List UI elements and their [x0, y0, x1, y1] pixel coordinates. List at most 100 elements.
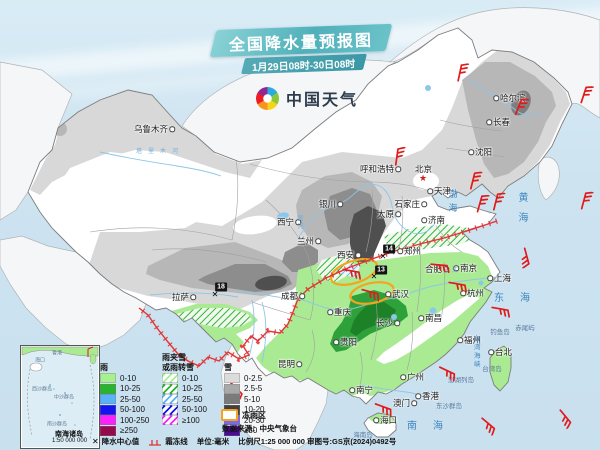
national-border — [27, 27, 573, 438]
city-label: 香港 — [422, 390, 440, 401]
city-label: 哈尔滨 — [500, 92, 526, 103]
city-dot-icon — [468, 149, 474, 155]
capital-star-icon: ★ — [419, 173, 428, 183]
island-label: 中沙群岛 — [53, 394, 75, 401]
legend-item: 0-10 — [162, 373, 215, 384]
city-label: 拉萨 — [171, 291, 189, 302]
legend-item: ≥30 — [224, 425, 277, 437]
freezing-rain-label: 冻雨区 — [242, 410, 266, 420]
legend-item-label: 25-50 — [120, 394, 141, 404]
city-label: 武汉 — [392, 288, 410, 299]
city-label: 乌鲁木齐 — [133, 123, 168, 134]
legend-item-label: 0-10 — [182, 373, 199, 383]
legend-item-label: 10-20 — [244, 405, 265, 415]
city-dot-icon — [415, 393, 421, 399]
city-dot-icon — [487, 275, 493, 281]
wind-barb-icon — [514, 98, 530, 116]
city-label: 昆明 — [277, 358, 295, 369]
city-label: 杭州 — [467, 287, 485, 298]
wind-barb-icon — [448, 281, 468, 293]
legend-item-label: 0-10 — [120, 373, 137, 383]
legend-swatch — [224, 383, 240, 394]
island-label: 香港 — [51, 350, 63, 357]
city-dot-icon — [395, 166, 401, 172]
wind-barb-icon — [580, 86, 594, 104]
legend-swatch — [100, 415, 116, 426]
precip-center-x-icon: ✕ — [211, 290, 219, 299]
legend-item: ≥100 — [162, 415, 215, 426]
center-value-legend: ✕ 降水中心值 — [92, 437, 140, 446]
brand: 中国天气 — [256, 86, 358, 110]
scale-note: 比例尺1:25 000 000 审图号:GS京(2024)0492号 — [238, 437, 397, 446]
legend-item-label: 5-10 — [244, 394, 261, 404]
frost-line-legend: 霜冻线 — [148, 436, 188, 447]
city-label: 北京 — [415, 164, 433, 174]
city-dot-icon — [421, 217, 427, 223]
legend-item-label: 0-2.5 — [244, 373, 263, 383]
city-label: 上海 — [494, 272, 512, 283]
legend-swatch — [162, 383, 178, 394]
china-weather-logo-icon — [256, 86, 279, 110]
precip-center-value: 14 — [383, 244, 395, 254]
legend-swatch — [100, 394, 116, 405]
sea-label: 南海 — [407, 421, 459, 432]
city-label: 南昌 — [425, 312, 443, 323]
inset-scale: 1:50 000 000 — [52, 438, 88, 444]
wind-barb-icon — [430, 263, 450, 274]
frost-line — [137, 218, 498, 370]
city-dot-icon — [296, 361, 302, 367]
province-borders — [89, 119, 505, 393]
island-label: 西沙群岛 — [31, 386, 53, 393]
wind-barb-icon — [457, 63, 470, 82]
wind-barb-icon — [481, 417, 496, 436]
legend-swatch — [162, 373, 178, 384]
city-label: 澳门 — [392, 397, 410, 408]
city-label: 银川 — [318, 198, 336, 209]
sea-label: 渤海 — [447, 189, 458, 217]
island-label: 海口 — [34, 357, 46, 364]
precipitation-overlays — [30, 47, 570, 424]
city-dot-icon — [315, 238, 321, 244]
legend-item: 0-10 — [100, 373, 153, 384]
legend-swatch — [162, 415, 178, 426]
city-label: 福州 — [464, 334, 482, 345]
lakes — [277, 85, 484, 320]
city-label: 长沙 — [375, 317, 393, 328]
sea-label: 台湾海峡 — [472, 335, 480, 369]
legend-item-label: ≥30 — [244, 426, 258, 436]
city-dot-icon — [397, 248, 403, 254]
city-dot-icon — [333, 339, 339, 345]
city-label: 郑州 — [404, 245, 422, 256]
city-dot-icon — [395, 211, 401, 217]
data-source: 数据来源：中央气象台 — [222, 424, 297, 433]
inset-wind-barb — [87, 346, 94, 357]
precip-center-value: 18 — [215, 282, 227, 292]
wind-barb-icon — [492, 192, 506, 211]
city-label: 成都 — [280, 290, 298, 301]
precip-center-value: 13 — [375, 265, 387, 275]
city-dot-icon — [486, 119, 492, 125]
legend-item: 100-250 — [100, 415, 153, 426]
wind-barb-icon — [342, 268, 362, 280]
wind-barb-icon — [580, 191, 594, 210]
legend-column: 雨夹雪 或雨转雪 0-10 10-25 25-50 50-100 ≥100 — [162, 351, 215, 436]
city-label: 呼和浩特 — [359, 163, 394, 174]
city-dot-icon — [295, 219, 301, 225]
city-label: 西宁 — [276, 216, 294, 227]
city-dot-icon — [337, 201, 343, 207]
legend-item: 10-25 — [100, 383, 153, 395]
city-dot-icon — [190, 294, 196, 300]
page-title: 全国降水量预报图 — [228, 31, 374, 55]
city-label: 合肥 — [424, 263, 442, 274]
island-label: 东沙群岛 — [436, 403, 462, 410]
city-label: 南京 — [460, 262, 478, 273]
city-dot-icon — [493, 95, 499, 101]
legend-item-label: 10-25 — [120, 384, 141, 394]
city-label: 广州 — [407, 371, 425, 382]
legend-item: 10-25 — [162, 383, 215, 395]
city-dot-icon — [349, 387, 355, 393]
sea-label: 黄海 — [516, 192, 527, 232]
